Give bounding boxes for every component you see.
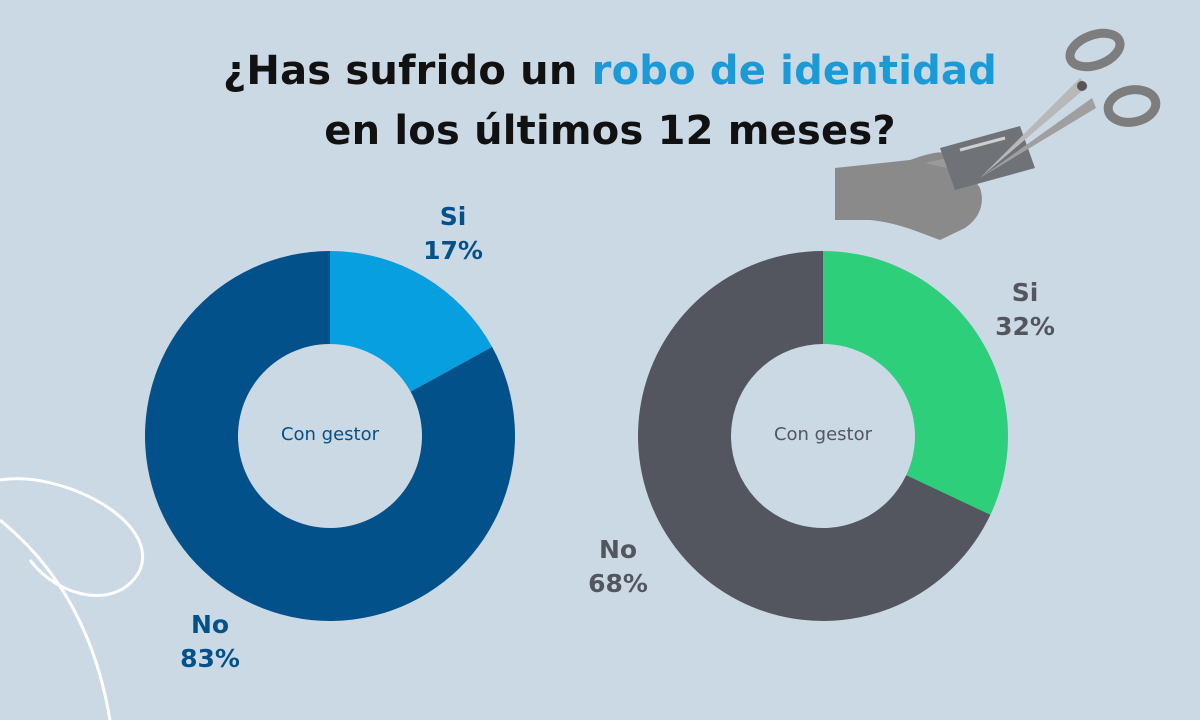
- right-si-label: Si: [1011, 278, 1039, 307]
- right-no-value: 68%: [588, 569, 648, 598]
- right-slice-si: [823, 251, 1008, 515]
- left-slice-no: [144, 251, 515, 621]
- left-si-label: Si: [439, 202, 467, 231]
- right-center-label: Con gestor: [773, 424, 873, 445]
- left-slice-label-si: Si 17%: [398, 200, 508, 268]
- scissors-cutting-card-icon: [835, 28, 1161, 240]
- chart-title-line-1: ¿Has sufrido un robo de identidad: [0, 48, 1200, 94]
- right-si-value: 32%: [995, 312, 1055, 341]
- chart-title-line-2: en los últimos 12 meses?: [324, 108, 896, 154]
- left-center-label: Con gestor: [280, 424, 380, 445]
- right-slice-label-si: Si 32%: [970, 276, 1080, 344]
- title-prefix: ¿Has sufrido un: [222, 48, 592, 94]
- left-no-value: 83%: [180, 644, 240, 673]
- left-no-label: No: [190, 610, 230, 639]
- right-no-label: No: [598, 535, 638, 564]
- right-slice-label-no: No 68%: [563, 533, 673, 601]
- left-si-value: 17%: [423, 236, 483, 265]
- right-slice-no: [638, 250, 991, 621]
- decorative-curve: [0, 477, 144, 720]
- left-slice-si: [330, 251, 493, 392]
- title-highlight: robo de identidad: [591, 48, 998, 94]
- left-slice-label-no: No 83%: [155, 608, 265, 676]
